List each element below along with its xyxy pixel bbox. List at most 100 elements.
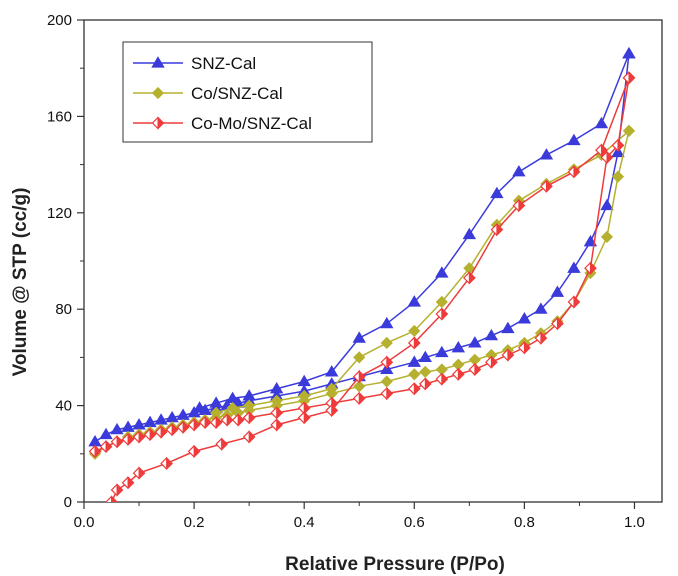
adsorption-point	[88, 444, 102, 459]
series-2	[88, 71, 636, 502]
desorption-point	[380, 336, 393, 350]
adsorption-point	[154, 425, 168, 439]
desorption-point	[540, 179, 553, 193]
half-diamond-fill	[116, 435, 124, 449]
adsorption-point	[352, 391, 366, 406]
desorption-point	[462, 227, 477, 240]
half-diamond-fill	[138, 430, 146, 444]
adsorption-point	[567, 295, 581, 309]
half-diamond-fill	[182, 420, 190, 434]
desorption-point	[160, 456, 173, 471]
desorption-point	[269, 381, 284, 394]
adsorption-point	[132, 430, 146, 444]
adsorption-point	[110, 422, 124, 435]
half-diamond-fill	[127, 476, 135, 490]
desorption-point	[490, 186, 504, 199]
adsorption-point	[143, 427, 157, 442]
adsorption-point	[353, 380, 366, 393]
y-axis-ticks: 0 40 80 120 160 200	[47, 12, 84, 511]
desorption-point	[490, 222, 504, 237]
half-diamond-fill	[111, 495, 118, 502]
half-diamond-fill	[215, 415, 223, 430]
desorption-point	[567, 133, 581, 146]
desorption-point	[352, 331, 366, 343]
desorption-point	[110, 483, 124, 497]
desorption-point	[105, 495, 118, 502]
adsorption-point	[209, 415, 223, 430]
half-diamond-fill	[441, 372, 449, 386]
half-diamond-fill	[413, 382, 421, 396]
legend-label: Co-Mo/SNZ-Cal	[191, 114, 312, 133]
adsorption-point	[518, 341, 531, 355]
adsorption-point	[270, 406, 284, 420]
half-diamond-fill	[573, 165, 581, 179]
half-diamond-fill	[160, 425, 168, 439]
half-diamond-fill	[226, 413, 234, 427]
series-layer	[88, 46, 636, 502]
half-diamond-fill	[545, 179, 553, 193]
half-diamond-fill	[303, 401, 311, 415]
adsorption-point	[380, 375, 393, 388]
desorption-point	[380, 316, 394, 329]
adsorption-point	[534, 302, 548, 314]
series-0	[88, 46, 636, 447]
half-diamond-fill	[617, 138, 625, 153]
adsorption-point	[501, 348, 515, 362]
x-tick-label: 1.0	[624, 514, 645, 531]
legend: SNZ-Cal Co/SNZ-Cal Co-Mo/SNZ-Cal	[122, 41, 373, 143]
desorption-point	[594, 116, 609, 129]
desorption-point	[435, 266, 449, 278]
adsorption-point	[88, 434, 102, 447]
desorption-point	[435, 307, 449, 321]
adsorption-point	[220, 413, 234, 427]
y-tick-label: 200	[47, 12, 72, 29]
desorption-point	[512, 165, 526, 177]
half-diamond-fill	[248, 410, 256, 425]
half-diamond-fill	[138, 466, 146, 480]
half-diamond-fill	[237, 413, 245, 427]
half-diamond-fill	[457, 367, 465, 381]
legend-box	[122, 41, 373, 143]
adsorption-point	[380, 386, 394, 401]
desorption-point	[380, 355, 394, 369]
desorption-point	[121, 476, 135, 490]
adsorption-point	[121, 432, 135, 447]
desorption-point	[226, 401, 239, 415]
adsorption-point	[165, 422, 179, 437]
adsorption-point	[451, 340, 466, 353]
half-diamond-fill	[518, 198, 526, 213]
desorption-line	[110, 77, 630, 502]
half-diamond-fill	[171, 422, 179, 437]
half-diamond-fill	[166, 456, 173, 471]
desorption-point	[298, 389, 311, 403]
x-axis-title: Relative Pressure (P/Po)	[285, 554, 505, 575]
legend-marker	[151, 56, 165, 68]
adsorption-point	[176, 420, 190, 434]
adsorption-point	[407, 355, 421, 367]
half-diamond-fill	[496, 222, 504, 237]
adsorption-point	[468, 362, 482, 377]
adsorption-point	[99, 439, 113, 454]
desorption-point	[352, 369, 366, 384]
legend-label: SNZ-Cal	[191, 54, 256, 73]
desorption-point	[408, 324, 421, 337]
adsorption-point	[468, 336, 482, 348]
desorption-point	[215, 437, 228, 451]
x-tick-label: 0.4	[294, 514, 315, 531]
adsorption-point	[567, 261, 581, 273]
desorption-point	[622, 71, 636, 85]
desorption-point	[407, 336, 421, 350]
half-diamond-fill	[193, 418, 201, 432]
desorption-point	[539, 148, 554, 160]
half-diamond-fill	[386, 355, 393, 369]
half-diamond-fill	[606, 150, 614, 165]
half-diamond-fill	[523, 341, 531, 355]
half-diamond-fill	[386, 386, 393, 401]
adsorption-point	[534, 331, 548, 345]
desorption-point	[270, 394, 283, 407]
half-diamond-fill	[507, 348, 515, 362]
adsorption-point	[584, 261, 597, 275]
adsorption-point	[419, 365, 432, 378]
adsorption-point	[600, 230, 614, 243]
adsorption-point	[451, 367, 465, 381]
